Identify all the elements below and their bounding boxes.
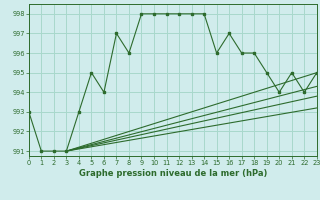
X-axis label: Graphe pression niveau de la mer (hPa): Graphe pression niveau de la mer (hPa) [79,169,267,178]
